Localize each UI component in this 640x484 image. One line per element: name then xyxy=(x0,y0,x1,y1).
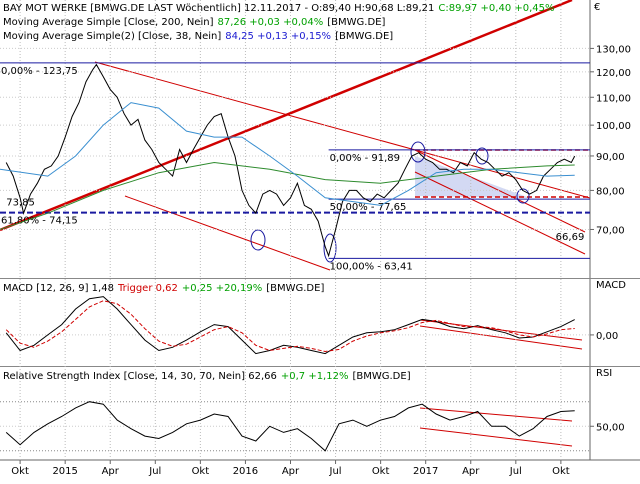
channel-line xyxy=(419,407,573,422)
marker-ellipse xyxy=(516,188,530,204)
legend-name: Moving Average Simple [Close, 200, Nein] xyxy=(3,17,214,28)
annotation: 66,69 xyxy=(556,232,585,243)
y-tick-label: 90,00 xyxy=(596,152,625,163)
x-tick-label: Okt xyxy=(372,466,390,477)
legend-entry: Moving Average Simple(2) [Close, 38, Nei… xyxy=(3,31,393,42)
legend-name: Relative Strength Index [Close, 14, 30, … xyxy=(3,371,277,382)
legend-name: Trigger 0,62 xyxy=(117,283,178,294)
legend-suffix: [BMWG.DE] xyxy=(352,371,410,382)
legend-name: MACD [12, 26, 9] 1,48 xyxy=(3,283,114,294)
fib-label: 0,00% - 91,89 xyxy=(330,153,400,164)
legend-suffix: [BMWG.DE] xyxy=(266,283,324,294)
x-tick-label: Okt xyxy=(192,466,210,477)
fib-label: 100,00% - 63,41 xyxy=(330,261,413,272)
fib-label: 61,80% - 74,15 xyxy=(1,216,78,227)
legend-readout: +0,7 +1,12% xyxy=(281,371,349,382)
marker-ellipse xyxy=(410,141,426,163)
fib-label: 50,00% - 77,65 xyxy=(330,202,407,213)
marker-ellipse xyxy=(250,229,266,251)
unit-label: € xyxy=(594,2,600,13)
marker-ellipse xyxy=(475,147,489,165)
y-tick-label: 0,00 xyxy=(596,331,618,342)
x-tick-label: Apr xyxy=(102,466,120,477)
legend-entry: MACD [12, 26, 9] 1,48 Trigger 0,62 +0,25 +… xyxy=(3,283,324,294)
x-tick-label: Jul xyxy=(148,466,161,477)
x-tick-label: Apr xyxy=(282,466,300,477)
x-tick-label: Okt xyxy=(552,466,570,477)
marker-ellipse xyxy=(323,233,337,263)
legend-readout: 87,26 +0,03 +0,04% xyxy=(217,17,323,28)
x-tick-label: Jul xyxy=(329,466,342,477)
annotation: 73,85 xyxy=(6,197,35,208)
y-tick-label: 50,00 xyxy=(596,422,625,433)
series-line xyxy=(0,161,575,230)
channel-line xyxy=(94,61,591,199)
series-line xyxy=(0,102,575,206)
panel-label: RSI xyxy=(596,368,612,379)
x-tick-label: Okt xyxy=(11,466,29,477)
legend-entry: Relative Strength Index [Close, 14, 30, … xyxy=(3,371,411,382)
legend-name: BAY MOT WERKE [BMWG.DE LAST Wöchentlich]… xyxy=(3,3,434,14)
legend-entry: Moving Average Simple [Close, 200, Nein]… xyxy=(3,17,385,28)
channel-line xyxy=(124,195,331,271)
shaded-triangle xyxy=(415,156,530,198)
x-tick-label: 2016 xyxy=(233,466,258,477)
legend-readout: +0,25 +20,19% xyxy=(182,283,262,294)
legend-suffix: [BMWG.DE] xyxy=(335,31,393,42)
x-tick-label: Jul xyxy=(509,466,522,477)
channel-line xyxy=(414,149,586,233)
y-tick-label: 100,00 xyxy=(596,121,631,132)
fib-label: 0,00% - 123,75 xyxy=(1,66,78,77)
y-tick-label: 120,00 xyxy=(596,68,631,79)
y-tick-label: 130,00 xyxy=(596,44,631,55)
legend-readout: 84,25 +0,13 +0,15% xyxy=(225,31,331,42)
legend-entry: BAY MOT WERKE [BMWG.DE LAST Wöchentlich]… xyxy=(3,3,555,14)
channel-line xyxy=(419,325,583,350)
panel-label: MACD xyxy=(596,280,626,291)
x-tick-label: Apr xyxy=(462,466,480,477)
y-tick-label: 80,00 xyxy=(596,186,625,197)
series-line xyxy=(5,401,575,452)
drawings xyxy=(0,0,591,447)
series-line xyxy=(5,63,576,258)
x-tick-label: 2017 xyxy=(413,466,438,477)
y-tick-label: 70,00 xyxy=(596,225,625,236)
legend-readout: C:89,97 +0,40 +0,45% xyxy=(438,3,554,14)
legend-name: Moving Average Simple(2) [Close, 38, Nei… xyxy=(3,31,221,42)
trend-line xyxy=(0,0,573,232)
series-line xyxy=(5,300,575,353)
channel-line xyxy=(419,427,573,447)
x-tick-label: 2015 xyxy=(52,466,77,477)
legend-suffix: [BMWG.DE] xyxy=(327,17,385,28)
y-tick-label: 110,00 xyxy=(596,93,631,104)
